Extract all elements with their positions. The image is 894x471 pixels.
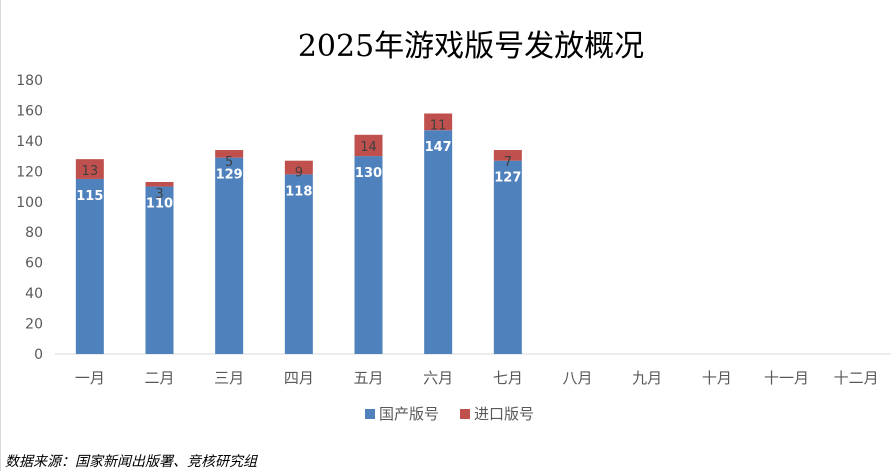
bar-domestic	[354, 156, 383, 354]
data-label: 110	[146, 197, 173, 212]
y-tick-label: 180	[16, 73, 43, 89]
data-label: 3	[155, 187, 163, 202]
bars	[75, 113, 522, 354]
bar-domestic	[215, 157, 244, 354]
source-note: 数据来源：国家新闻出版署、竞核研究组	[5, 454, 257, 470]
x-tick-label: 九月	[632, 369, 662, 387]
data-label: 129	[216, 168, 243, 183]
x-tick-label: 一月	[75, 369, 105, 387]
y-tick-label: 40	[25, 286, 43, 302]
bar-import	[284, 160, 313, 175]
data-label: 5	[225, 155, 233, 170]
bar-import	[493, 150, 522, 161]
data-label: 11	[430, 118, 447, 133]
x-tick-label: 七月	[493, 369, 523, 387]
x-tick-label: 十二月	[834, 369, 879, 387]
legend-swatch	[460, 409, 470, 419]
y-tick-label: 0	[34, 347, 43, 363]
data-label: 7	[504, 155, 512, 170]
bar-domestic	[75, 178, 104, 354]
x-axis: 一月 二月 三月 四月 五月 六月 七月 八月 九月 十月 十一月 十二月	[55, 353, 891, 387]
x-tick-label: 十一月	[764, 369, 809, 387]
data-label: 130	[355, 166, 382, 181]
legend: 国产版号 进口版号	[365, 405, 534, 423]
x-tick-label: 十月	[702, 369, 732, 387]
y-tick-label: 100	[16, 195, 43, 211]
bar-import	[354, 134, 383, 157]
x-tick-label: 八月	[562, 369, 592, 387]
y-tick-label: 120	[16, 164, 43, 180]
y-tick-label: 20	[25, 317, 43, 333]
bar-import	[145, 181, 174, 187]
chart-title: 2025年游戏版号发放概况	[298, 29, 644, 64]
data-label: 127	[494, 171, 521, 186]
legend-label: 进口版号	[474, 405, 534, 423]
y-tick-label: 60	[25, 256, 43, 272]
bar-import	[424, 113, 453, 131]
x-tick-label: 三月	[214, 369, 244, 387]
data-label: 14	[360, 140, 377, 155]
data-label: 9	[295, 166, 303, 181]
data-label: 115	[76, 189, 103, 204]
x-tick-label: 四月	[284, 369, 314, 387]
y-tick-label: 140	[16, 134, 43, 150]
bar-import	[215, 150, 244, 158]
data-label: 118	[285, 184, 312, 199]
y-tick-label: 80	[25, 225, 43, 241]
x-tick-label: 五月	[353, 369, 383, 387]
data-label: 147	[425, 140, 452, 155]
bar-import	[75, 159, 104, 179]
legend-label: 国产版号	[379, 405, 439, 423]
chart-svg: 2025年游戏版号发放概况 0 20 40 60 80 100 120 140 160 180 一…	[16, 29, 891, 423]
bar-domestic	[284, 174, 313, 354]
bar-domestic	[145, 186, 174, 354]
legend-swatch	[365, 409, 375, 419]
x-tick-label: 二月	[144, 369, 174, 387]
bar-domestic	[493, 160, 522, 354]
y-tick-label: 160	[16, 103, 43, 119]
x-tick-label: 六月	[423, 369, 453, 387]
bar-domestic	[424, 130, 453, 354]
y-axis: 0 20 40 60 80 100 120 140 160 180	[16, 73, 43, 363]
data-label: 13	[82, 164, 99, 179]
